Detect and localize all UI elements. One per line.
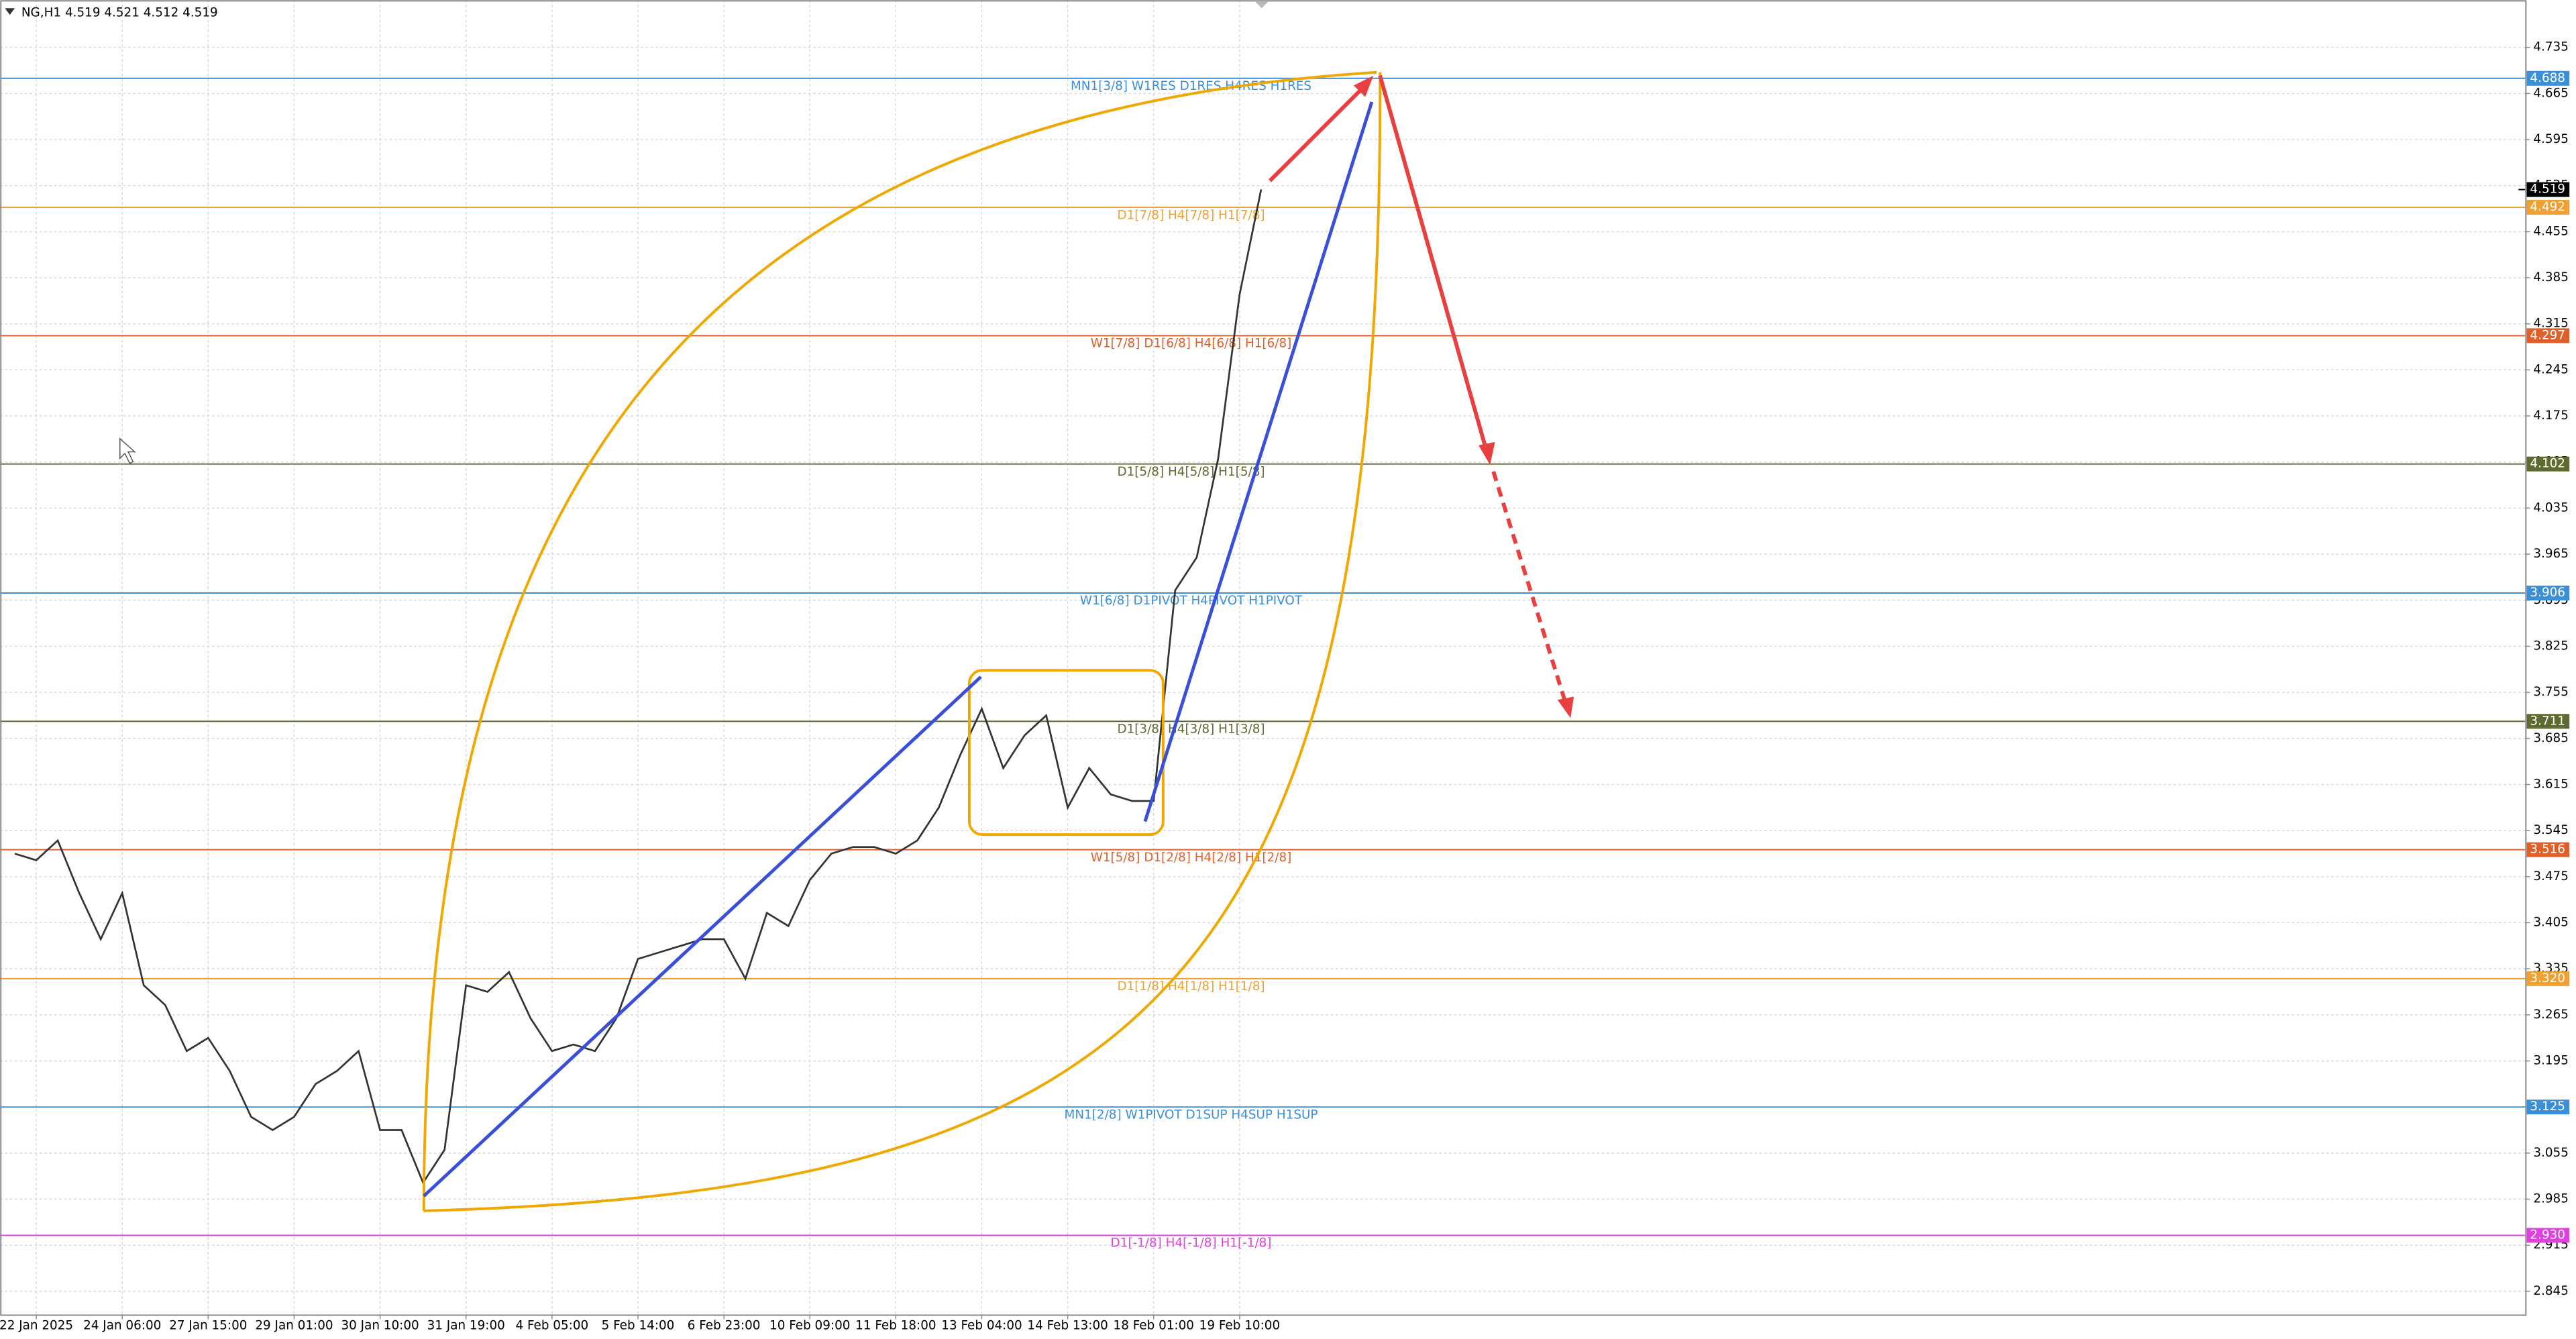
level-tag [2526,585,2570,600]
arc-left [422,70,1377,1211]
level-label: W1[5/8] D1[2/8] H4[2/8] H1[2/8] [1091,851,1292,865]
grid [0,0,2526,1315]
level-tag [2526,1228,2570,1243]
title-marker [5,8,15,15]
x-tick-label: 4 Feb 05:00 [515,1318,588,1332]
y-tick-label: 4.595 [2533,132,2569,146]
arrow-head [1353,75,1374,97]
level-tag [2526,328,2570,343]
x-tick-label: 24 Jan 06:00 [83,1318,161,1332]
level-tag [2526,971,2570,986]
x-tick-label: 30 Jan 10:00 [341,1318,419,1332]
level-tag-label: 4.102 [2530,457,2565,471]
y-tick-label: 3.755 [2533,685,2569,699]
level-label: D1[-1/8] H4[-1/8] H1[-1/8] [1111,1236,1272,1250]
scroll-marker [1255,1,1269,9]
level-label: D1[1/8] H4[1/8] H1[1/8] [1117,979,1265,994]
x-tick-label: 10 Feb 09:00 [769,1318,850,1332]
arrow-up [1268,85,1365,182]
x-tick-label: 13 Feb 04:00 [941,1318,1022,1332]
x-tick-label: 11 Feb 18:00 [855,1318,936,1332]
level-tag [2526,714,2570,729]
level-tag [2526,456,2570,472]
level-tag-label: 3.906 [2530,586,2565,600]
y-tick-label: 4.735 [2533,40,2569,54]
trend-line [423,676,982,1197]
x-tick-label: 6 Feb 23:00 [688,1318,761,1332]
arrow-head [1479,441,1495,466]
arrow-down [1378,74,1489,453]
level-tag [2526,200,2570,215]
y-tick-label: 3.475 [2533,869,2569,883]
y-tick-label: 3.615 [2533,777,2569,791]
level-tag-label: 3.516 [2530,843,2565,857]
level-tag-label: 2.930 [2530,1228,2565,1242]
y-tick-label: 4.665 [2533,86,2569,100]
x-tick-label: 18 Feb 01:00 [1114,1318,1194,1332]
level-label: D1[7/8] H4[7/8] H1[7/8] [1117,208,1265,222]
y-tick-label: 3.965 [2533,547,2569,561]
y-tick-label: 4.315 [2533,317,2569,331]
x-tick-label: 19 Feb 10:00 [1199,1318,1280,1332]
level-label: MN1[2/8] W1PIVOT D1SUP H4SUP H1SUP [1065,1108,1318,1122]
arrow-head [1557,696,1574,718]
x-tick-label: 5 Feb 14:00 [602,1318,675,1332]
level-tag-label: 3.125 [2530,1100,2565,1114]
levels: MN1[3/8] W1RES D1RES H4RES H1RES D1[7/8] … [0,77,2526,1250]
level-tag-label: 3.711 [2530,714,2565,728]
y-tick-label: 3.265 [2533,1008,2569,1022]
y-tick-label: 4.385 [2533,270,2569,284]
axis: 2.8452.9152.9853.0553.1253.1953.2653.335… [0,40,2570,1332]
level-tag [2526,70,2570,86]
x-tick-label: 22 Jan 2025 [0,1318,73,1332]
current-price-label: 4.519 [2530,182,2565,197]
y-tick-label: 4.175 [2533,409,2569,423]
x-tick-label: 27 Jan 15:00 [169,1318,247,1332]
y-tick-label: 3.685 [2533,731,2569,745]
y-tick-label: 3.825 [2533,639,2569,653]
range-box [967,669,1165,837]
x-tick-label: 31 Jan 19:00 [427,1318,505,1332]
level-label: D1[3/8] H4[3/8] H1[3/8] [1117,722,1265,737]
arc-right [423,72,1382,1212]
y-tick-label: 2.845 [2533,1284,2569,1298]
current-price-tag [2526,182,2570,197]
level-label: W1[6/8] D1PIVOT H4PIVOT H1PIVOT [1080,594,1303,608]
y-tick-label: 4.245 [2533,362,2569,376]
y-tick-label: 3.545 [2533,823,2569,837]
level-tag-label: 4.492 [2530,200,2565,214]
y-tick-label: 3.195 [2533,1054,2569,1068]
level-tag [2526,842,2570,857]
cursor [119,437,136,464]
level-tag-label: 4.297 [2530,328,2565,342]
level-tag [2526,1100,2570,1115]
level-label: W1[7/8] D1[6/8] H4[6/8] H1[6/8] [1091,337,1292,351]
arrow-dashed [1491,471,1568,704]
y-tick-label: 3.405 [2533,915,2569,929]
price-line [14,189,1263,1185]
x-tick-label: 14 Feb 13:00 [1027,1318,1108,1332]
price [14,189,1263,1185]
y-tick-label: 2.985 [2533,1192,2569,1206]
chart-title: NG,H1 4.519 4.521 4.512 4.519 [21,6,218,20]
trend-line [1143,101,1374,822]
y-tick-label: 3.055 [2533,1146,2569,1160]
x-tick-label: 29 Jan 01:00 [255,1318,333,1332]
y-tick-label: 4.455 [2533,224,2569,238]
level-tag-label: 4.688 [2530,71,2565,85]
y-tick-label: 4.035 [2533,500,2569,515]
level-label: MN1[3/8] W1RES D1RES H4RES H1RES [1071,79,1311,93]
level-label: D1[5/8] H4[5/8] H1[5/8] [1117,465,1265,479]
level-tag-label: 3.320 [2530,971,2565,985]
plot-frame [0,0,2527,1316]
drawings [119,1,1574,1212]
